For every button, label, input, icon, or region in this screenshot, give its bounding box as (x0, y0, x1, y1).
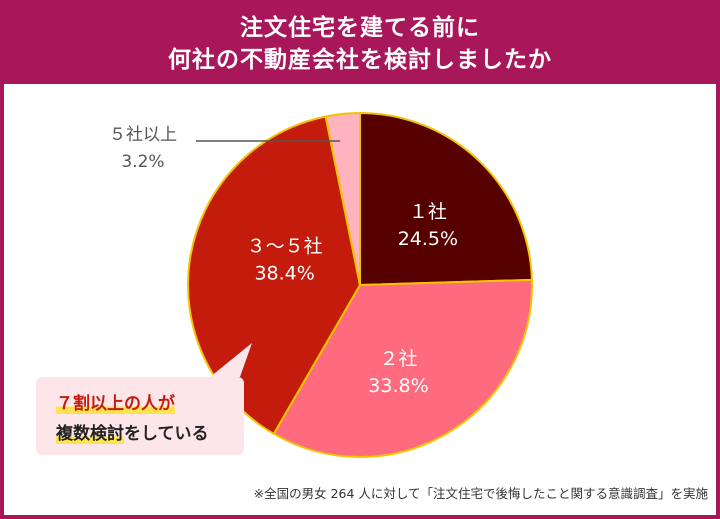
slice-value-2: 33.8% (368, 375, 428, 397)
slice-label-1: １社 (409, 201, 447, 223)
slice-value-1: 24.5% (398, 228, 458, 250)
pie-slice-1 (359, 112, 533, 286)
callout-line-2: 複数検討をしている (56, 419, 209, 444)
footnote: ※全国の男女 264 人に対して「注文住宅で後悔したこと関する意識調査」を実施 (253, 486, 708, 501)
callout-bubble: ７割以上の人が 複数検討をしている (36, 343, 252, 455)
slice-value-4: 3.2% (121, 152, 164, 172)
pie-labels: １社 24.5% ２社 33.8% ３～５社 38.4% ５社以上 3.2% (109, 125, 458, 397)
title-line-2: 何社の不動産会社を検討しましたか (168, 47, 552, 73)
callout-pointer (210, 343, 252, 377)
callout-highlight-1: ７割以上の人が (56, 394, 175, 414)
slice-label-4: ５社以上 (109, 125, 177, 145)
callout-highlight-2: 複数検討 (56, 424, 124, 444)
slice-label-2: ２社 (379, 348, 417, 370)
title-banner: 注文住宅を建てる前に 何社の不動産会社を検討しましたか (4, 4, 716, 84)
title-line-1: 注文住宅を建てる前に (240, 15, 480, 41)
slice-value-3: 38.4% (254, 263, 314, 285)
slice-label-3: ３～５社 (247, 236, 323, 258)
pie-slices (187, 112, 533, 458)
callout-line-2-rest: をしている (124, 424, 209, 444)
callout-line-1: ７割以上の人が (56, 389, 175, 414)
pie-slice-4 (324, 112, 361, 286)
